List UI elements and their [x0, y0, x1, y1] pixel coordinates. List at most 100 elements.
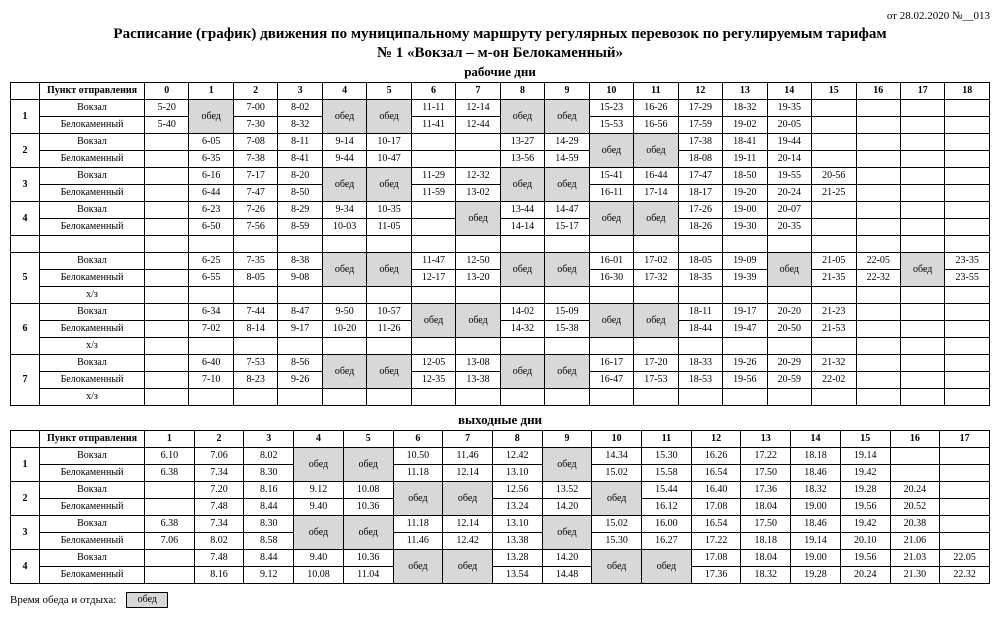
time-cell: 10.08 [343, 482, 393, 499]
time-cell: 8-32 [278, 117, 322, 134]
time-cell [723, 389, 767, 406]
route-number: 2 [11, 482, 40, 516]
time-cell: 21-25 [812, 185, 856, 202]
time-cell: 18.04 [741, 550, 791, 567]
time-cell: 6-16 [189, 168, 233, 185]
time-cell [411, 202, 455, 219]
time-cell: 14-14 [500, 219, 544, 236]
time-cell [812, 151, 856, 168]
time-cell [367, 287, 411, 304]
time-cell: 18-41 [723, 134, 767, 151]
time-cell [767, 287, 811, 304]
time-cell [456, 134, 500, 151]
time-cell: 16-44 [634, 168, 678, 185]
time-cell: 9-44 [322, 151, 366, 168]
col-header: 3 [244, 431, 294, 448]
time-cell: 23-35 [945, 253, 990, 270]
time-cell: 16-17 [589, 355, 633, 372]
time-cell: 22-05 [856, 253, 900, 270]
time-cell: 18-35 [678, 270, 722, 287]
time-cell [945, 321, 990, 338]
time-cell [145, 202, 189, 219]
time-cell: 16.00 [642, 516, 692, 533]
time-cell [940, 516, 990, 533]
time-cell: 16-56 [634, 117, 678, 134]
time-cell [856, 168, 900, 185]
time-cell: 10-35 [367, 202, 411, 219]
time-cell: 16.27 [642, 533, 692, 550]
time-cell: 12.42 [443, 533, 493, 550]
time-cell: 23-55 [945, 270, 990, 287]
time-cell: 18-32 [723, 100, 767, 117]
time-cell [940, 448, 990, 465]
stop-name: Белокаменный [40, 219, 145, 236]
time-cell: 7.06 [194, 448, 244, 465]
col-header: 14 [791, 431, 841, 448]
time-cell: 19.28 [840, 482, 890, 499]
time-cell: 18.46 [791, 516, 841, 533]
time-cell: 12-44 [456, 117, 500, 134]
time-cell: 7-38 [233, 151, 277, 168]
time-cell [856, 389, 900, 406]
time-cell: 15-23 [589, 100, 633, 117]
time-cell: 16.26 [691, 448, 741, 465]
route-number: 3 [11, 516, 40, 550]
time-cell: обед [634, 202, 678, 236]
time-cell [723, 287, 767, 304]
col-header: 18 [945, 83, 990, 100]
time-cell: 20-14 [767, 151, 811, 168]
time-cell: 7-00 [233, 100, 277, 117]
col-header: 16 [856, 83, 900, 100]
time-cell: 21-05 [812, 253, 856, 270]
route-number: 7 [11, 355, 40, 406]
time-cell [945, 389, 990, 406]
time-cell [145, 168, 189, 185]
time-cell: 17.50 [741, 516, 791, 533]
stop-name: Белокаменный [40, 533, 145, 550]
legend-text: Время обеда и отдыха: [10, 594, 116, 606]
time-cell [589, 287, 633, 304]
time-cell: 12-32 [456, 168, 500, 185]
col-header: 2 [233, 83, 277, 100]
time-cell: 22.32 [940, 567, 990, 584]
col-header: 10 [589, 83, 633, 100]
time-cell: 20-59 [767, 372, 811, 389]
time-cell: 12.56 [492, 482, 542, 499]
time-cell: 17.50 [741, 465, 791, 482]
time-cell [812, 219, 856, 236]
time-cell: 18.32 [741, 567, 791, 584]
time-cell: 11-11 [411, 100, 455, 117]
time-cell: 17-29 [678, 100, 722, 117]
time-cell [322, 338, 366, 355]
stop-name: Вокзал [40, 355, 145, 372]
time-cell [900, 372, 944, 389]
time-cell: 11.46 [443, 448, 493, 465]
time-cell [723, 338, 767, 355]
time-cell [411, 389, 455, 406]
time-cell [812, 117, 856, 134]
time-cell [545, 389, 589, 406]
time-cell: 21-35 [812, 270, 856, 287]
time-cell [945, 168, 990, 185]
time-cell: 14.48 [542, 567, 592, 584]
time-cell: 15.02 [592, 465, 642, 482]
time-cell [145, 482, 195, 499]
time-cell: 21-32 [812, 355, 856, 372]
stop-name: Вокзал [40, 134, 145, 151]
time-cell: 14-59 [545, 151, 589, 168]
time-cell: 20-35 [767, 219, 811, 236]
route-number: 1 [11, 448, 40, 482]
time-cell: 8.30 [244, 465, 294, 482]
time-cell [411, 151, 455, 168]
time-cell: 7-08 [233, 134, 277, 151]
time-cell: 15.02 [592, 516, 642, 533]
col-header: 0 [145, 83, 189, 100]
time-cell [856, 117, 900, 134]
time-cell [545, 338, 589, 355]
time-cell: 15.30 [642, 448, 692, 465]
time-cell: 5-20 [145, 100, 189, 117]
time-cell: обед [322, 100, 366, 134]
time-cell [945, 355, 990, 372]
time-cell [900, 168, 944, 185]
time-cell [890, 448, 940, 465]
